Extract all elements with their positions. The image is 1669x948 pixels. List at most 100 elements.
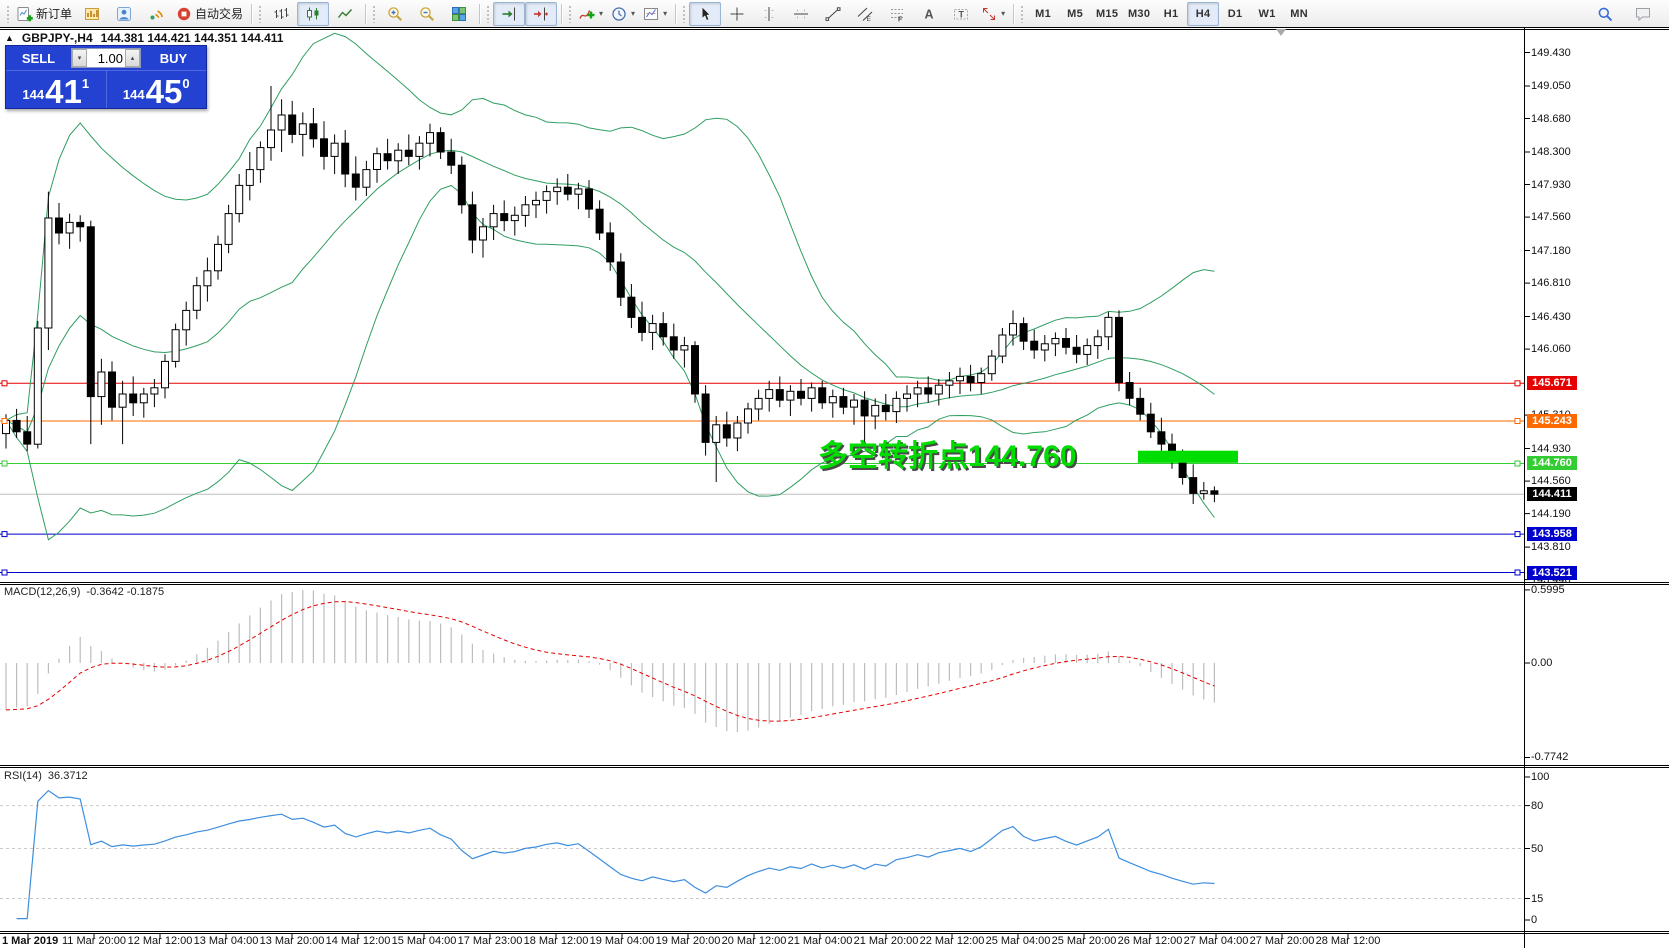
text-t-icon: T [953, 6, 969, 22]
equidistant-channel-button[interactable]: E [849, 2, 881, 26]
indicator-add-icon [579, 6, 595, 22]
zoom-out-button[interactable] [411, 2, 443, 26]
timeframe-m30-button[interactable]: M30 [1123, 2, 1155, 26]
chart-annotation-text: 多空转折点144.760 [818, 440, 1077, 473]
symbol-info-bar: ▲ GBPJPY-,H4 144.381 144.421 144.351 144… [5, 31, 283, 45]
toolbar-grip[interactable] [258, 4, 264, 23]
timeframe-mn-button[interactable]: MN [1283, 2, 1315, 26]
toolbar: 新订单 自动交易 ▾ ▾ ▾ E F A T ▾ M1 M5 M15 M30 H1 H4 D1 W1 MN [0, 0, 1669, 27]
shift-icon [533, 6, 549, 22]
chat-button[interactable] [1627, 2, 1659, 26]
candlesticks [2, 86, 1219, 504]
horizontal-level-lines [0, 382, 1524, 573]
timeframe-w1-button[interactable]: W1 [1251, 2, 1283, 26]
crosshair-button[interactable] [721, 2, 753, 26]
timeframe-mn-button-label: MN [1290, 7, 1308, 20]
hline-icon [793, 6, 809, 22]
zoom-out-icon [419, 6, 435, 22]
ask-price-display[interactable]: 144 45 0 [107, 71, 207, 108]
template-icon [643, 6, 659, 22]
toolbar-separator [561, 3, 563, 24]
macd-histogram [5, 589, 1216, 732]
autoscroll-icon [501, 6, 517, 22]
tile-icon [451, 6, 467, 22]
templates-button[interactable]: ▾ [639, 2, 671, 26]
timeframe-m5-button[interactable]: M5 [1059, 2, 1091, 26]
toolbar-grip[interactable] [1020, 4, 1026, 23]
tile-windows-button[interactable] [443, 2, 475, 26]
horizontal-line-button[interactable] [785, 2, 817, 26]
new-order-icon [17, 6, 33, 22]
periods-button[interactable]: ▾ [607, 2, 639, 26]
cursor-button[interactable] [689, 1, 722, 26]
svg-text:F: F [898, 16, 903, 22]
toolbar-grip[interactable] [486, 4, 492, 23]
search-button[interactable] [1589, 2, 1621, 26]
profile-button[interactable] [108, 2, 140, 26]
text-button[interactable]: A [913, 2, 945, 26]
volume-increase-button[interactable]: ▴ [125, 49, 140, 67]
bid-pipette: 1 [81, 76, 90, 91]
toolbar-right-group [1589, 2, 1665, 26]
vertical-line-button[interactable] [753, 2, 785, 26]
buy-button[interactable]: BUY [159, 50, 188, 66]
svg-text:T: T [959, 9, 965, 19]
svg-text:E: E [867, 16, 872, 22]
text-a-icon: A [921, 6, 937, 22]
toolbar-grip[interactable] [6, 4, 11, 23]
fibo-icon: F [889, 6, 905, 22]
panel-collapse-icon[interactable]: ▲ [5, 33, 14, 43]
arrows-icon [981, 6, 997, 22]
channel-icon: E [857, 6, 873, 22]
bid-prefix: 144 [22, 87, 45, 102]
fibonacci-button[interactable]: F [881, 2, 913, 26]
trendline-icon [825, 6, 841, 22]
sell-button[interactable]: SELL [21, 50, 56, 66]
volume-input[interactable] [87, 50, 125, 66]
timeframe-h4-button-label: H4 [1195, 7, 1211, 20]
candlestick-chart-button[interactable] [297, 1, 330, 26]
svg-text:A: A [925, 7, 934, 21]
autotrading-button[interactable]: 自动交易 [172, 2, 247, 26]
rsi-indicator-label: RSI(14) 36.3712 [4, 770, 88, 782]
symbol-ohlc: 144.381 144.421 144.351 144.411 [100, 31, 284, 45]
charts-window-button[interactable] [76, 2, 108, 26]
bid-price-display[interactable]: 144 41 1 [6, 71, 107, 108]
timeframe-d1-button-label: D1 [1227, 7, 1243, 20]
timeframe-h1-button[interactable]: H1 [1155, 2, 1187, 26]
rsi-levels [0, 805, 1524, 899]
timeframe-m1-button[interactable]: M1 [1027, 2, 1059, 26]
one-click-trading-panel: SELL ▾ ▴ BUY 144 41 1 144 45 0 [5, 45, 207, 109]
toolbar-grip[interactable] [682, 4, 688, 23]
signals-icon [148, 6, 164, 22]
chevron-down-icon: ▾ [1001, 9, 1006, 18]
text-label-button[interactable]: T [945, 2, 977, 26]
toolbar-grip[interactable] [568, 4, 574, 23]
chart-shift-marker-icon[interactable] [1276, 29, 1286, 36]
line-chart-button[interactable] [329, 2, 361, 26]
timeframe-m15-button[interactable]: M15 [1091, 2, 1123, 26]
arrow-objects-button[interactable]: ▾ [977, 2, 1009, 26]
timeframe-d1-button[interactable]: D1 [1219, 2, 1251, 26]
toolbar-separator [675, 3, 677, 24]
cursor-icon [697, 6, 713, 22]
macd-indicator-label: MACD(12,26,9) -0.3642 -0.1875 [4, 586, 164, 598]
trendline-button[interactable] [817, 2, 849, 26]
clock-icon [611, 6, 627, 22]
indicators-list-button[interactable]: ▾ [575, 2, 607, 26]
profile-icon [116, 6, 132, 22]
new-order-button[interactable]: 新订单 [13, 2, 76, 26]
toolbar-grip[interactable] [372, 4, 378, 23]
timeframe-w1-button-label: W1 [1258, 7, 1276, 20]
timeframe-h4-button[interactable]: H4 [1187, 1, 1220, 26]
charts-icon [84, 6, 100, 22]
chat-icon [1635, 6, 1651, 22]
signals-button[interactable] [140, 2, 172, 26]
chart-shift-button[interactable] [525, 1, 558, 26]
volume-decrease-button[interactable]: ▾ [72, 49, 87, 67]
bar-chart-button[interactable] [265, 2, 297, 26]
zoom-in-button[interactable] [379, 2, 411, 26]
auto-scroll-button[interactable] [493, 1, 526, 26]
new-order-button-label: 新订单 [36, 7, 73, 21]
